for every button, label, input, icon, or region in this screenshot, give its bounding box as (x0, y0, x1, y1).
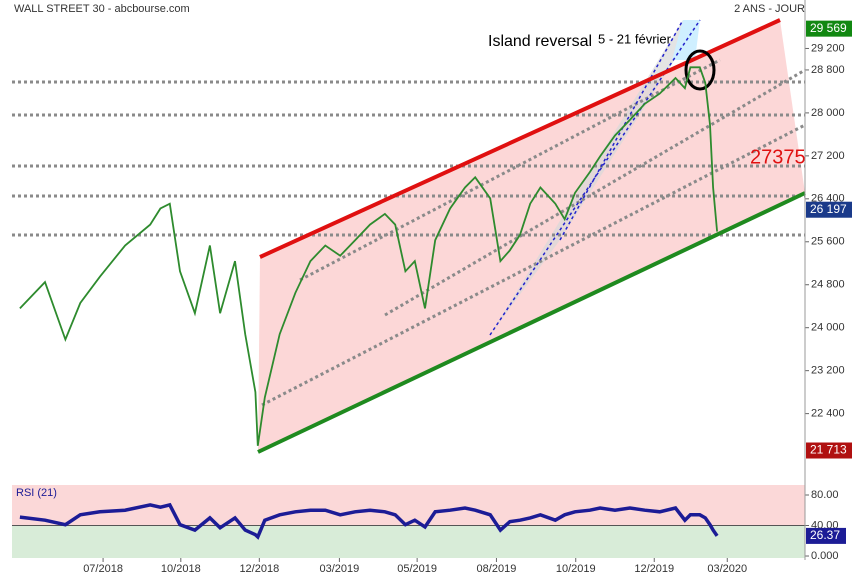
x-tick-label: 07/2018 (83, 563, 123, 575)
price-label: 26 197 (810, 202, 847, 216)
rsi-bg-low (12, 525, 805, 558)
chart-subtitle: 2 ANS - JOUR (734, 3, 805, 15)
price-label: 21 713 (810, 443, 847, 457)
y-tick-label: 28 800 (811, 64, 845, 76)
x-tick-label: 12/2018 (239, 563, 279, 575)
y-tick-label: 24 800 (811, 279, 845, 291)
x-tick-label: 10/2019 (556, 563, 596, 575)
y-tick-label: 0.000 (811, 550, 839, 562)
y-tick-label: 23 200 (811, 365, 845, 377)
price-box (806, 201, 852, 218)
price-box (806, 442, 852, 459)
y-tick-label: 80.00 (811, 489, 839, 501)
fast-channel (559, 19, 684, 241)
series-line (19, 66, 718, 446)
y-tick-label: 22 400 (811, 408, 845, 420)
x-tick-label: 03/2020 (707, 563, 747, 575)
rsi-box (806, 527, 846, 544)
x-tick-label: 03/2019 (320, 563, 360, 575)
level-annotation: 27375 (750, 146, 806, 168)
y-tick-label: 24 000 (811, 322, 845, 334)
annotation: Island reversal (488, 33, 592, 50)
series-line (19, 502, 719, 540)
panel-title: RSI (21) (16, 487, 57, 499)
price-label: 29 569 (810, 21, 847, 35)
rsi-label: 26.37 (810, 528, 840, 542)
y-tick-label: 27 200 (811, 150, 845, 162)
y-tick-label: 29 200 (811, 42, 845, 54)
channel-fill (258, 20, 805, 452)
channel-mid (299, 58, 721, 282)
x-tick-label: 10/2018 (161, 563, 201, 575)
x-tick-label: 12/2019 (634, 563, 674, 575)
chart-title: WALL STREET 30 - abcbourse.com (14, 3, 190, 15)
resistance-line (259, 18, 781, 259)
reversal-circle (684, 49, 716, 91)
annotation: 5 - 21 février (598, 31, 672, 46)
x-tick-label: 05/2019 (397, 563, 437, 575)
support-line (257, 191, 806, 454)
price-box (806, 20, 852, 37)
y-tick-label: 25 600 (811, 236, 845, 248)
y-tick-label: 28 000 (811, 107, 845, 119)
x-tick-label: 08/2019 (477, 563, 517, 575)
